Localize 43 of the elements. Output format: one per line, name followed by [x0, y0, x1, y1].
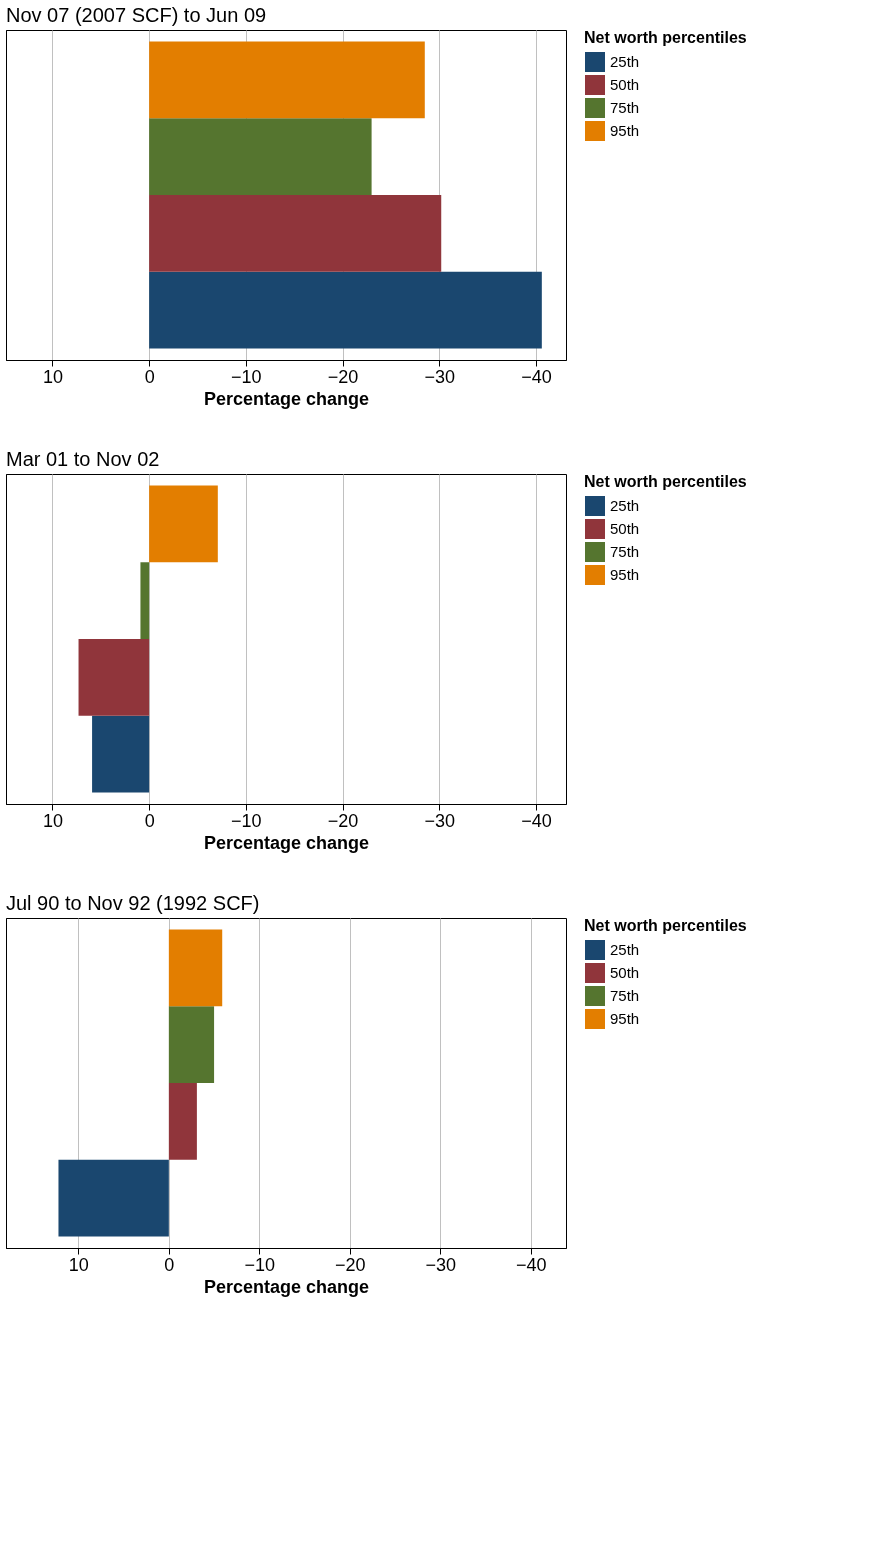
x-tick-label: −10	[231, 366, 262, 387]
legend-label: 50th	[610, 76, 640, 93]
x-tick-label: −10	[231, 810, 262, 831]
x-axis-title: Percentage change	[203, 832, 370, 853]
bar	[78, 639, 150, 716]
bar	[149, 485, 218, 563]
bar	[140, 562, 150, 639]
chart-title: Nov 07 (2007 SCF) to Jun 09	[6, 4, 267, 26]
legend-label: 95th	[610, 122, 640, 139]
x-tick-label: −30	[424, 366, 456, 387]
x-tick-label: −40	[515, 1254, 547, 1275]
x-tick-label: 10	[42, 366, 63, 387]
x-tick-label: −10	[244, 1254, 276, 1275]
chart-title: Mar 01 to Nov 02	[6, 448, 160, 470]
x-axis-title: Percentage change	[203, 388, 370, 409]
x-tick-label: −40	[521, 366, 552, 387]
legend-label: 95th	[610, 566, 640, 583]
legend-title: Net worth percentiles	[584, 29, 747, 46]
legend-label: 75th	[610, 987, 640, 1004]
x-tick-label: −40	[521, 810, 552, 831]
legend-title: Net worth percentiles	[584, 917, 747, 934]
legend-label: 50th	[610, 964, 640, 981]
x-tick-label: −20	[327, 810, 359, 831]
x-tick-label: −20	[327, 366, 359, 387]
legend-title: Net worth percentiles	[584, 473, 747, 490]
legend-label: 25th	[610, 941, 640, 958]
legend-label: 75th	[610, 543, 640, 560]
x-axis-title: Percentage change	[203, 1276, 370, 1297]
bar	[92, 715, 150, 793]
x-tick-label: 10	[68, 1254, 89, 1275]
x-tick-label: −30	[424, 810, 456, 831]
x-tick-label: 0	[144, 366, 155, 387]
x-tick-label: 0	[164, 1254, 175, 1275]
x-tick-label: 0	[144, 810, 155, 831]
x-tick-label: −20	[335, 1254, 366, 1275]
legend-label: 50th	[610, 520, 640, 537]
legend-label: 25th	[610, 53, 640, 70]
legend-label: 95th	[610, 1010, 640, 1027]
chart-title: Jul 90 to Nov 92 (1992 SCF)	[6, 892, 260, 914]
x-tick-label: −30	[425, 1254, 457, 1275]
legend-label: 25th	[610, 497, 640, 514]
legend-label: 75th	[610, 99, 640, 116]
x-tick-label: 10	[42, 810, 63, 831]
